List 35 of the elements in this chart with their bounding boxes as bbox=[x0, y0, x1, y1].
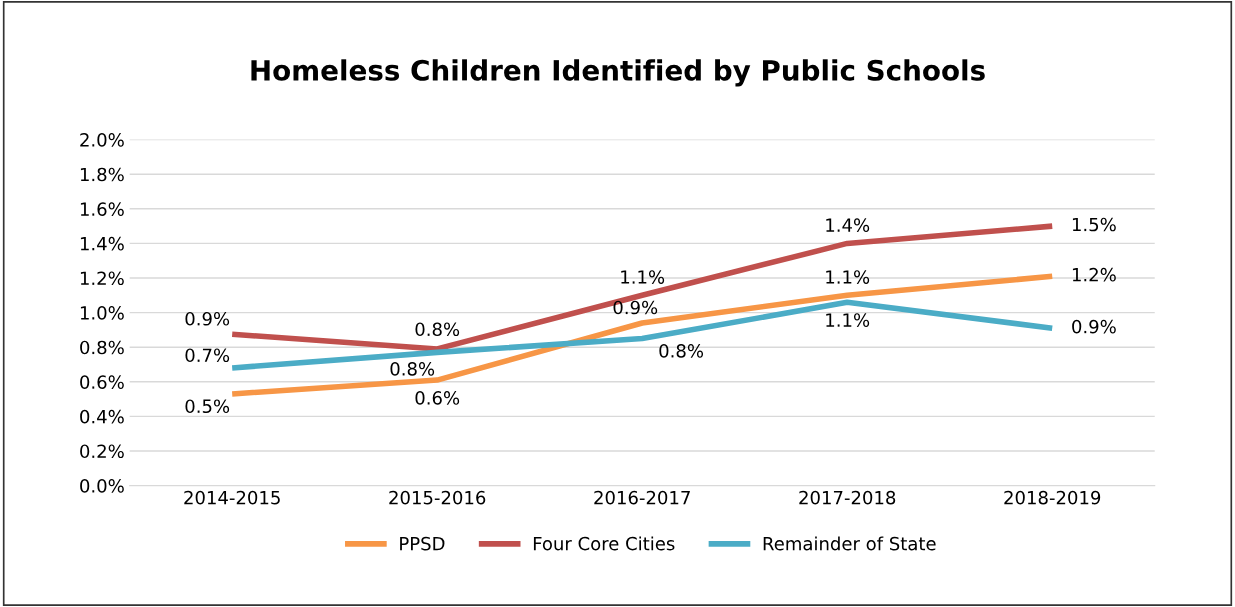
x-tick-label: 2015-2016 bbox=[389, 490, 486, 505]
chart-title: Homeless Children Identified by Public Schools bbox=[251, 59, 985, 87]
y-tick-label: 1.6% bbox=[80, 202, 124, 216]
x-tick-label: 2016-2017 bbox=[594, 490, 690, 505]
legend-label: Four Core Cities bbox=[533, 536, 675, 551]
data-label: 0.9% bbox=[1072, 319, 1116, 334]
y-tick-label: 1.0% bbox=[80, 306, 124, 320]
y-tick-label: 0.2% bbox=[80, 444, 124, 459]
data-label: 0.6% bbox=[415, 391, 460, 405]
data-label: 1.1% bbox=[826, 313, 870, 327]
data-label: 0.5% bbox=[185, 399, 230, 414]
data-label: 1.2% bbox=[1072, 267, 1116, 282]
y-tick-label: 0.4% bbox=[80, 409, 124, 424]
y-tick-label: 1.8% bbox=[80, 167, 124, 182]
y-tick-label: 0.8% bbox=[80, 340, 124, 355]
y-tick-label: 1.4% bbox=[80, 236, 124, 251]
data-label: 0.9% bbox=[613, 300, 658, 315]
x-tick-label: 2017-2018 bbox=[799, 490, 896, 505]
data-label: 0.8% bbox=[415, 322, 460, 337]
x-tick-label: 2018-2019 bbox=[1004, 490, 1101, 505]
data-label: 0.8% bbox=[659, 344, 704, 358]
data-label: 1.1% bbox=[621, 270, 665, 284]
legend-label: Remainder of State bbox=[763, 536, 936, 551]
data-label: 1.5% bbox=[1072, 217, 1116, 232]
y-tick-label: 0.0% bbox=[80, 479, 124, 493]
legend-label: PPSD bbox=[400, 536, 445, 551]
data-label: 0.7% bbox=[185, 348, 230, 363]
y-tick-label: 2.0% bbox=[80, 133, 124, 147]
x-tick-label: 2014-2015 bbox=[184, 490, 280, 505]
data-label: 1.1% bbox=[826, 270, 870, 284]
data-label: 0.8% bbox=[390, 362, 435, 376]
data-label: 1.4% bbox=[826, 218, 870, 232]
y-tick-label: 0.6% bbox=[80, 375, 124, 389]
data-label: 0.9% bbox=[185, 311, 230, 326]
y-tick-label: 1.2% bbox=[80, 271, 124, 286]
